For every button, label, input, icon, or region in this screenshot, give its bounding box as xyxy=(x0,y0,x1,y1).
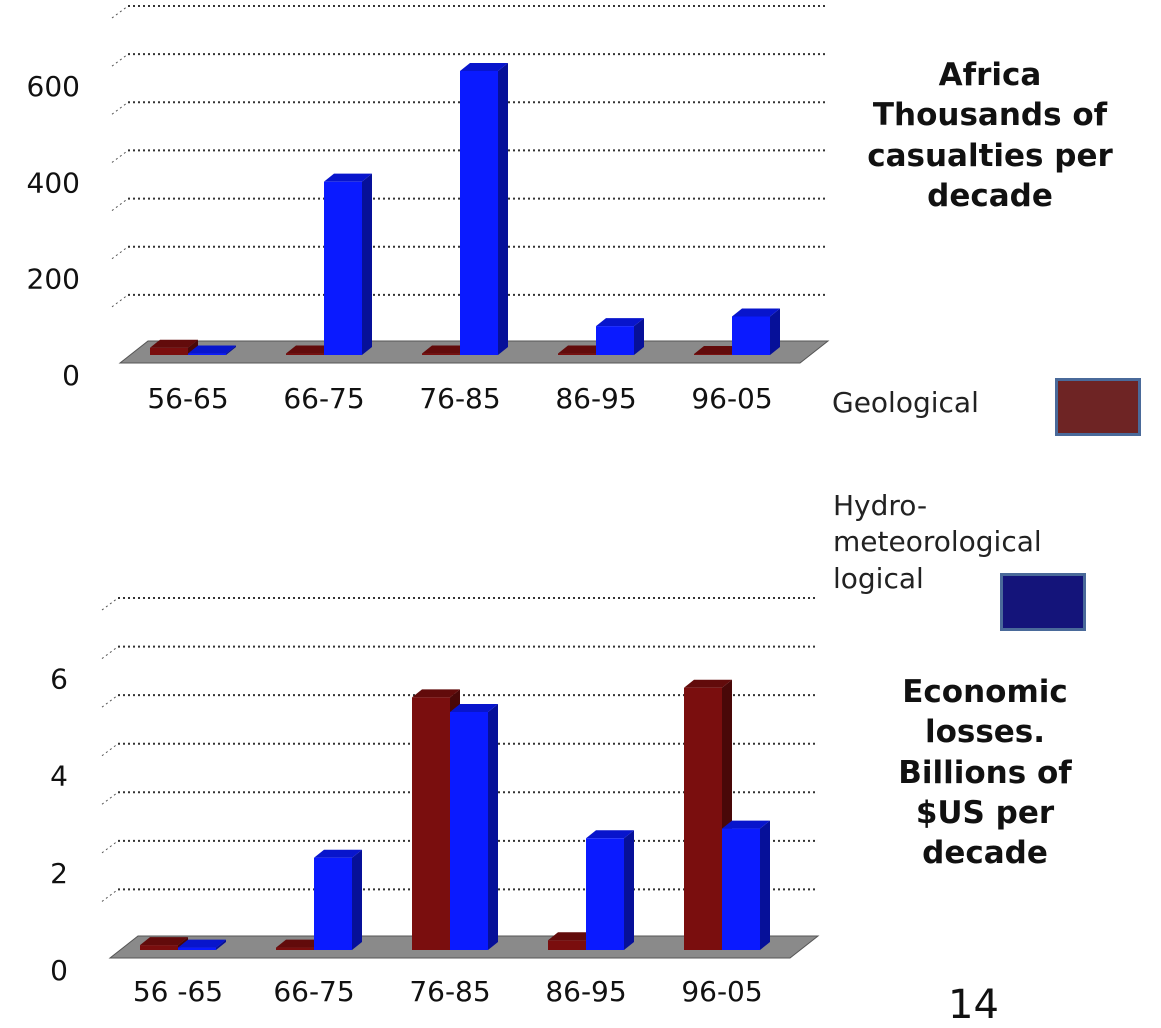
x-tick-label: 86-95 xyxy=(555,382,636,415)
bar-top xyxy=(596,318,644,327)
bar-top xyxy=(586,830,634,839)
bar-top xyxy=(558,345,606,354)
grid-line-wall xyxy=(111,101,129,115)
bar xyxy=(450,712,488,950)
x-tick-label: 86-95 xyxy=(545,975,626,1008)
grid-line-wall xyxy=(101,694,119,708)
bar xyxy=(548,940,586,950)
grid-line-wall xyxy=(101,646,119,659)
grid-line-wall xyxy=(111,53,129,67)
bar xyxy=(150,347,188,355)
bar-side xyxy=(498,62,508,355)
bar-top xyxy=(684,679,732,688)
x-tick-label: 66-75 xyxy=(283,382,364,415)
y-tick-label: 2 xyxy=(50,857,68,890)
bar xyxy=(694,354,732,355)
bar xyxy=(324,181,362,355)
bar-top xyxy=(732,308,780,317)
y-tick-label: 400 xyxy=(27,166,80,199)
bar xyxy=(178,947,216,950)
bar-top xyxy=(150,339,198,348)
bar-top xyxy=(548,932,596,941)
x-tick-label: 96-05 xyxy=(691,382,772,415)
bar-side xyxy=(488,704,498,950)
legend-label: Hydro- meteorological logical xyxy=(833,489,1042,595)
chart-title: Africa Thousands of casualties per decad… xyxy=(867,57,1113,214)
bar xyxy=(722,828,760,950)
x-tick-label: 56 -65 xyxy=(133,975,223,1008)
bar xyxy=(422,353,460,355)
bar xyxy=(558,353,596,355)
legend-swatch xyxy=(1000,573,1086,631)
bar xyxy=(732,316,770,355)
grid-line-wall xyxy=(101,791,119,805)
x-tick-label: 56-65 xyxy=(147,382,228,415)
bar-top xyxy=(188,345,236,354)
bar xyxy=(684,687,722,950)
grid-line-wall xyxy=(101,840,119,854)
x-tick-label: 76-85 xyxy=(419,382,500,415)
bar xyxy=(596,326,634,355)
y-tick-label: 0 xyxy=(50,954,68,987)
bar-top xyxy=(324,173,372,182)
y-tick-label: 200 xyxy=(27,263,80,296)
y-tick-label: 4 xyxy=(50,760,68,793)
legend-label: Geological xyxy=(832,386,979,419)
bar xyxy=(460,70,498,355)
bar-top xyxy=(276,939,324,948)
bar-top xyxy=(286,345,334,354)
page-number: 14 xyxy=(948,982,999,1028)
bar xyxy=(140,945,178,950)
bar xyxy=(314,857,352,950)
bar-side xyxy=(760,820,770,950)
y-tick-label: 6 xyxy=(50,663,68,696)
bar-top xyxy=(422,345,470,354)
grid-line-wall xyxy=(101,889,119,902)
chart-title: Economic losses. Billions of $US per dec… xyxy=(898,674,1072,872)
bar-top xyxy=(140,937,188,946)
grid-line-wall xyxy=(111,294,129,308)
grid-line-wall xyxy=(101,597,119,611)
bar xyxy=(276,947,314,950)
x-tick-label: 96-05 xyxy=(681,975,762,1008)
bar-side xyxy=(634,318,644,355)
bar-top xyxy=(412,689,460,698)
bar xyxy=(286,353,324,355)
y-tick-label: 600 xyxy=(27,70,80,103)
bar-side xyxy=(362,173,372,355)
bar-top xyxy=(722,820,770,829)
x-tick-label: 76-85 xyxy=(409,975,490,1008)
grid-line-wall xyxy=(111,150,129,163)
legend-swatch xyxy=(1055,378,1141,436)
bar-top xyxy=(450,704,498,712)
grid-line-wall xyxy=(111,246,129,260)
grid-line-wall xyxy=(111,198,129,211)
bar-side xyxy=(188,339,198,355)
bar-side xyxy=(352,849,362,950)
bar-side xyxy=(226,345,236,355)
x-tick-label: 66-75 xyxy=(273,975,354,1008)
bar-top xyxy=(314,849,362,858)
bar-top xyxy=(460,62,508,71)
grid-line-wall xyxy=(101,743,119,757)
bar-top xyxy=(694,346,742,355)
bar-side xyxy=(624,830,634,950)
bar-side xyxy=(770,308,780,355)
bar xyxy=(188,353,226,355)
bar xyxy=(586,838,624,950)
y-tick-label: 0 xyxy=(62,359,80,392)
bar xyxy=(412,697,450,950)
bar-side xyxy=(216,939,226,950)
grid-line-wall xyxy=(111,5,129,19)
bar-top xyxy=(178,939,226,948)
